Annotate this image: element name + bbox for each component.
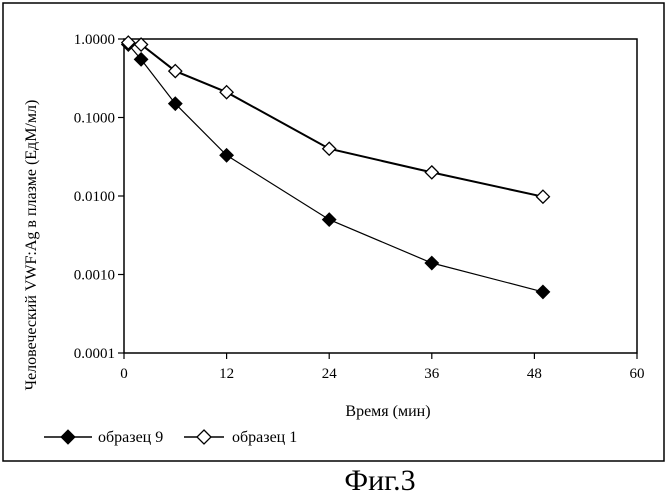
series-2-point <box>535 189 551 205</box>
y-axis-title: Человеческий VWF:Ag в плазме (ЕдМ/мл) <box>23 100 40 391</box>
series-1-point <box>424 255 440 271</box>
series-2-point <box>219 84 235 100</box>
y-tick-label: 0.0010 <box>74 268 115 284</box>
x-tick-label: 36 <box>424 366 440 382</box>
series-1-point <box>535 284 551 300</box>
y-tick-label: 0.0001 <box>74 346 115 362</box>
legend-marker-series-2 <box>196 429 212 445</box>
series-2-point <box>167 63 183 79</box>
series-layer <box>120 35 551 300</box>
y-tick-label: 1.0000 <box>74 32 115 48</box>
series-1-point <box>321 212 337 228</box>
series-2-point <box>120 35 136 51</box>
legend: образец 9 образец 1 <box>44 429 297 446</box>
x-tick-label: 60 <box>630 366 645 382</box>
plot-area <box>123 38 638 354</box>
series-1-point <box>167 96 183 112</box>
legend-label-series-1: образец 9 <box>98 429 163 446</box>
series-2-point <box>321 141 337 157</box>
series-2-point <box>424 164 440 180</box>
chart-frame <box>2 2 665 462</box>
legend-label-series-2: образец 1 <box>232 429 297 446</box>
legend-marker-series-1 <box>60 429 76 445</box>
series-2-point <box>133 37 149 52</box>
y-axis-ticks: 0.0001 0.0010 0.0100 0.1000 1.0000 <box>74 32 124 362</box>
x-tick-label: 0 <box>120 366 128 382</box>
figure-caption: Фиг.3 <box>344 464 415 497</box>
series-1-point <box>219 147 235 163</box>
x-axis-title: Время (мин) <box>345 403 430 420</box>
x-tick-label: 48 <box>527 366 542 382</box>
series-1-point <box>133 51 149 67</box>
y-tick-label: 0.0100 <box>74 189 115 205</box>
x-axis-ticks: 0 12 24 36 48 60 <box>120 353 645 382</box>
x-tick-label: 12 <box>219 366 234 382</box>
y-tick-label: 0.1000 <box>74 111 115 127</box>
x-tick-label: 24 <box>322 366 338 382</box>
